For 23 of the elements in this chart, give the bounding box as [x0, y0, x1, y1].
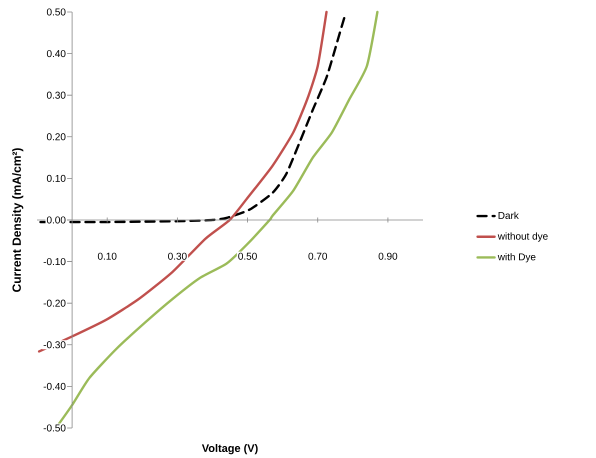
y-tick-label: 0.30 [46, 92, 66, 99]
legend-label: Dark [498, 212, 519, 220]
x-tick-label: 0.90 [378, 252, 398, 260]
x-tick-label: 0.70 [308, 252, 328, 260]
x-tick-label: 0.30 [168, 252, 187, 260]
y-tick-label: 0.40 [46, 50, 66, 58]
y-tick-label: 0.00 [46, 216, 66, 224]
legend-label: with Dye [498, 253, 536, 262]
y-tick-label: -0.30 [44, 341, 66, 348]
legend-label: without dye [498, 232, 548, 242]
y-tick-label: -0.10 [44, 258, 66, 266]
x-tick-label: 0.10 [98, 252, 116, 260]
y-tick-label: -0.50 [44, 424, 66, 432]
y-axis-title: Current Density (mA/cm²) [12, 148, 24, 292]
y-tick-label: 0.10 [46, 174, 66, 182]
y-tick-label: 0.50 [46, 8, 66, 16]
x-axis-title: Voltage (V) [202, 444, 258, 454]
y-tick-label: -0.20 [44, 300, 66, 307]
line-series [39, 14, 346, 224]
y-tick-label: -0.40 [44, 382, 66, 390]
x-tick-label: 0.50 [238, 252, 257, 260]
y-tick-label: 0.20 [46, 133, 66, 140]
line-series [38, 10, 328, 353]
